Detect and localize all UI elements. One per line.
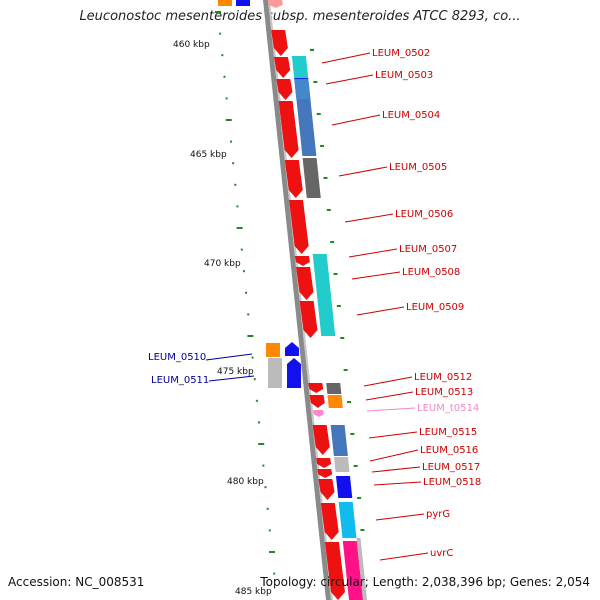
gene-arrow[interactable] xyxy=(320,503,339,540)
gene-arrow[interactable] xyxy=(316,458,332,468)
map-title: Leuconostoc mesenteroides subsp. mesente… xyxy=(79,9,521,24)
gene-label[interactable]: LEUM_0513 xyxy=(415,387,473,398)
gene-label[interactable]: LEUM_0517 xyxy=(422,462,480,473)
gene-arrow[interactable] xyxy=(294,256,310,266)
gene-arrow[interactable] xyxy=(308,383,324,393)
gene-arrow[interactable] xyxy=(299,301,318,338)
gene-label[interactable]: pyrG xyxy=(426,509,450,520)
label-leader-line xyxy=(348,248,398,258)
gene-label[interactable]: LEUM_0502 xyxy=(372,48,430,59)
ruler-label: 460 kbp xyxy=(173,40,210,50)
gene-arrow[interactable] xyxy=(276,79,293,100)
gene-label[interactable]: LEUM_0504 xyxy=(382,110,440,121)
gene-label[interactable]: LEUM_0518 xyxy=(423,477,481,488)
gene-label[interactable]: LEUM_0510 xyxy=(148,352,206,363)
feature-box xyxy=(236,0,250,6)
gene-labels: LEUM_0502 LEUM_0503 LEUM_0504 LEUM_0505 LEUM… xyxy=(148,48,481,561)
gene-label[interactable]: LEUM_0512 xyxy=(414,372,472,383)
feature-box xyxy=(330,425,348,456)
label-leader-line xyxy=(373,481,422,486)
label-leader-line xyxy=(363,376,413,387)
gene-label[interactable]: LEUM_0511 xyxy=(151,375,209,386)
gene-arrow[interactable] xyxy=(284,160,303,198)
label-leader-line xyxy=(365,391,414,401)
label-leader-line xyxy=(331,114,381,126)
ruler-label: 475 kbp xyxy=(217,367,254,377)
label-leader-line xyxy=(356,306,405,316)
accession-text: Accession: NC_008531 xyxy=(8,575,145,589)
gene-label[interactable]: LEUM_0506 xyxy=(395,209,453,220)
gene-arrow[interactable] xyxy=(271,30,288,56)
gene-label[interactable]: LEUM_0515 xyxy=(419,427,477,438)
gene-arrow[interactable] xyxy=(296,267,314,300)
gene-label[interactable]: uvrC xyxy=(430,548,453,559)
gene-label[interactable]: LEUM_0503 xyxy=(375,70,433,81)
feature-box xyxy=(333,457,350,472)
feature-box xyxy=(294,79,311,99)
gene-label[interactable]: LEUM_t0514 xyxy=(417,403,479,414)
gene-arrow[interactable] xyxy=(268,0,283,8)
feature-box xyxy=(312,254,332,300)
label-leader-line xyxy=(368,431,418,439)
feature-box xyxy=(338,502,357,538)
ruler-label: 485 kbp xyxy=(235,587,272,597)
feature-box xyxy=(296,99,317,156)
feature-box xyxy=(317,300,336,336)
label-leader-line xyxy=(375,513,425,521)
feature-box xyxy=(218,0,232,6)
feature-box xyxy=(335,476,353,498)
label-leader-line xyxy=(208,375,255,382)
feature-box xyxy=(268,358,282,388)
gene-arrow[interactable] xyxy=(289,200,309,254)
feature-box xyxy=(291,56,309,78)
ruler-ticks xyxy=(215,11,365,575)
feature-box xyxy=(342,541,363,600)
gene-arrow[interactable] xyxy=(273,57,291,78)
label-leader-line xyxy=(338,166,388,177)
gene-track xyxy=(218,0,367,600)
ruler-label: 470 kbp xyxy=(204,259,241,269)
gene-label[interactable]: LEUM_0505 xyxy=(389,162,447,173)
backbone-highlight xyxy=(268,0,333,600)
label-leader-line xyxy=(366,407,416,412)
feature-box xyxy=(326,383,342,394)
feature-box xyxy=(327,395,343,408)
label-leader-line xyxy=(325,74,374,85)
ruler-label: 480 kbp xyxy=(227,477,264,487)
feature-box xyxy=(356,538,367,600)
label-leader-line xyxy=(344,213,394,223)
gene-arrow[interactable] xyxy=(312,425,330,455)
backbone-strand xyxy=(263,0,331,600)
ruler-label: 465 kbp xyxy=(190,150,227,160)
backbone xyxy=(263,0,333,600)
label-leader-line xyxy=(369,449,419,462)
gene-arrow[interactable] xyxy=(318,479,335,500)
label-leader-line xyxy=(205,353,253,361)
label-leader-line xyxy=(371,466,421,473)
trna-arrow[interactable] xyxy=(313,410,324,417)
ruler-labels: 460 kbp 465 kbp 470 kbp 475 kbp 480 kbp 485 k… xyxy=(173,40,272,597)
topology-info: Topology: circular; Length: 2,038,396 bp… xyxy=(260,575,590,589)
feature-box xyxy=(302,158,321,198)
gene-label[interactable]: LEUM_0516 xyxy=(420,445,478,456)
gene-arrow[interactable] xyxy=(309,395,325,408)
gene-arrow-minus[interactable] xyxy=(287,358,301,388)
label-leader-line xyxy=(321,52,371,64)
gene-label[interactable]: LEUM_0508 xyxy=(402,267,460,278)
gene-arrow[interactable] xyxy=(317,469,333,478)
gene-label[interactable]: LEUM_0507 xyxy=(399,244,457,255)
feature-box xyxy=(266,343,280,357)
gene-arrow[interactable] xyxy=(324,542,345,600)
label-leader-line xyxy=(351,271,401,280)
label-leader-line xyxy=(379,552,429,561)
gene-arrow-minus[interactable] xyxy=(285,342,299,356)
gene-label[interactable]: LEUM_0509 xyxy=(406,302,464,313)
gene-arrow[interactable] xyxy=(278,101,299,158)
